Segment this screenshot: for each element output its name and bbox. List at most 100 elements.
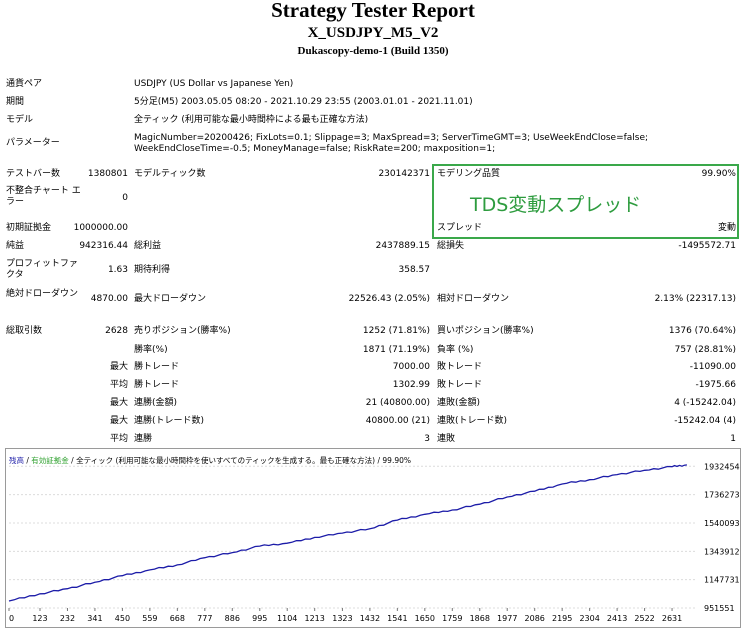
x-tick-label: 1977 [497, 614, 517, 623]
x-tick-label: 0 [9, 614, 14, 623]
ticks-value: 230142371 [378, 169, 430, 179]
ticks-label: モデルティック数 [134, 169, 206, 179]
long-label: 買いポジション(勝率%) [437, 326, 534, 336]
x-tick-label: 232 [60, 614, 75, 623]
deposit-label: 初期証拠金 [6, 223, 52, 233]
rel-dd-value: 2.13% (22317.13) [654, 294, 736, 304]
chart-series [8, 464, 687, 602]
net-profit-value: 942316.44 [79, 241, 128, 251]
max-cons-loss-value: -15242.04 (4) [674, 416, 736, 426]
bars-value: 1380801 [87, 169, 128, 179]
balance-chart-svg: 残高 / 有効証拠金 / 全ティック (利用可能な最小時間枠を使いすべてのティッ… [5, 448, 741, 628]
avg-loss-value: -1975.66 [695, 380, 736, 390]
period-label: 期間 [6, 97, 25, 107]
x-tick-label: 2413 [607, 614, 627, 623]
max-cons-profit-label: 連勝(トレード数) [134, 416, 205, 426]
avg-cons-wins-value: 3 [424, 434, 430, 444]
gross-loss-label: 総損失 [437, 241, 465, 251]
win-rate-label: 勝率(%) [134, 345, 168, 355]
chart-grid [9, 465, 697, 609]
x-tick-label: 1541 [387, 614, 407, 623]
short-label: 売りポジション(勝率%) [134, 326, 231, 336]
x-tick-label: 1213 [305, 614, 325, 623]
avg-label: 平均 [109, 380, 128, 390]
max-cons-losses-label: 連敗(金額) [437, 398, 481, 408]
y-tick-label: 1540093 [704, 519, 740, 528]
spread-label: スプレッド [437, 223, 483, 233]
x-tick-label: 2304 [579, 614, 599, 623]
expected-value: 358.57 [398, 265, 431, 275]
x-tick-label: 1868 [470, 614, 490, 623]
deposit-value: 1000000.00 [73, 223, 128, 233]
max-label: 最大 [109, 362, 128, 372]
x-tick-label: 1759 [442, 614, 462, 623]
max-cons-wins-label: 連勝(金額) [134, 398, 178, 408]
y-tick-label: 1343912 [704, 547, 740, 556]
x-tick-label: 2086 [525, 614, 545, 623]
abs-dd-label: 絶対ドローダウン [6, 289, 79, 299]
x-tick-label: 450 [115, 614, 130, 623]
y-tick-label: 1147731 [704, 576, 740, 585]
x-tick-label: 1432 [360, 614, 380, 623]
avg-win-label: 勝トレード [134, 380, 180, 390]
max-cons-losses-value: 4 (-15242.04) [674, 398, 736, 408]
legend-balance: 残高 [9, 455, 24, 465]
max-label-2: 最大 [109, 398, 128, 408]
x-tick-label: 886 [225, 614, 240, 623]
x-tick-label: 1104 [277, 614, 297, 623]
max-cons-wins-value: 21 (40800.00) [365, 398, 430, 408]
highlight-box [432, 164, 739, 239]
balance-chart: 残高 / 有効証拠金 / 全ティック (利用可能な最小時間枠を使いすべてのティッ… [5, 448, 741, 628]
abs-dd-value: 4870.00 [90, 294, 128, 304]
x-tick-label: 1323 [332, 614, 352, 623]
x-axis-ticks: 0 123 232 341 450 559 668 777 886 995 1104 1213 1323… [8, 608, 682, 623]
params-label: パラメーター [6, 138, 60, 148]
tds-annotation: TDS変動スプレッド [470, 194, 642, 216]
x-tick-label: 995 [252, 614, 267, 623]
avg-cons-wins-label: 連勝 [134, 434, 153, 444]
symbol-value: USDJPY (US Dollar vs Japanese Yen) [134, 79, 294, 89]
total-trades-value: 2628 [105, 326, 128, 336]
max-label-3: 最大 [109, 416, 128, 426]
series-line-balance [8, 464, 687, 602]
params-value: MagicNumber=20200426; FixLots=0.1; Slipp… [134, 133, 649, 154]
y-tick-label: 951551 [704, 604, 735, 613]
total-trades-label: 総取引数 [6, 326, 43, 336]
x-tick-label: 341 [87, 614, 102, 623]
mismatch-value: 0 [122, 193, 128, 203]
avg-label-2: 平均 [109, 434, 128, 444]
legend-margin: 有効証拠金 [31, 455, 69, 465]
max-cons-profit-value: 40800.00 (21) [365, 416, 430, 426]
largest-win-value: 7000.00 [392, 362, 430, 372]
expected-label: 期待利得 [134, 265, 171, 275]
avg-cons-losses-label: 連敗 [437, 434, 456, 444]
y-tick-label: 1932454 [704, 462, 740, 471]
y-tick-label: 1736273 [704, 491, 740, 500]
max-cons-loss-label: 連敗(トレード数) [437, 416, 508, 426]
avg-cons-losses-value: 1 [730, 434, 736, 444]
report-title: Strategy Tester Report [271, 0, 475, 22]
x-tick-label: 668 [170, 614, 185, 623]
x-tick-label: 559 [142, 614, 157, 623]
x-tick-label: 2195 [552, 614, 572, 623]
chart-frame [5, 448, 741, 628]
quality-value: 99.90% [701, 169, 736, 179]
largest-loss-label: 敗トレード [437, 362, 483, 372]
pf-value: 1.63 [107, 265, 128, 275]
avg-loss-label: 敗トレード [437, 380, 483, 390]
avg-win-value: 1302.99 [392, 380, 430, 390]
loss-rate-value: 757 (28.81%) [674, 345, 736, 355]
chart-legend: 残高 / 有効証拠金 / 全ティック (利用可能な最小時間枠を使いすべてのティッ… [9, 455, 411, 465]
rel-dd-label: 相対ドローダウン [437, 294, 510, 304]
short-value: 1252 (71.81%) [362, 326, 430, 336]
legend-model: / 全ティック (利用可能な最小時間枠を使いすべてのティックを生成する。最も正確… [69, 455, 411, 465]
net-profit-label: 純益 [6, 241, 25, 251]
symbol-label: 通貨ペア [6, 79, 43, 89]
x-tick-label: 2522 [634, 614, 654, 623]
y-axis-ticks: 1932454 1736273 1540093 1343912 1147731 95155… [704, 462, 740, 613]
pf-label: プロフィットファクタ [6, 259, 78, 280]
max-dd-value: 22526.43 (2.05%) [348, 294, 430, 304]
x-tick-label: 123 [32, 614, 47, 623]
gross-loss-value: -1495572.71 [678, 241, 736, 251]
spread-value: 変動 [717, 223, 736, 233]
